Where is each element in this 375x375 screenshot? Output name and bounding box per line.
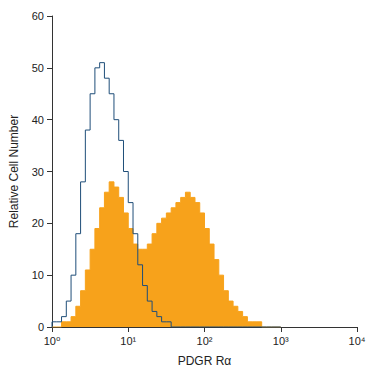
svg-text:50: 50 [32, 62, 44, 74]
svg-text:0: 0 [38, 321, 44, 333]
svg-text:10¹: 10¹ [120, 335, 136, 347]
svg-text:60: 60 [32, 10, 44, 22]
svg-text:30: 30 [32, 166, 44, 178]
svg-text:10⁰: 10⁰ [44, 335, 61, 347]
svg-text:10⁴: 10⁴ [349, 335, 366, 347]
svg-text:10³: 10³ [273, 335, 289, 347]
svg-text:40: 40 [32, 114, 44, 126]
svg-text:Relative Cell Number: Relative Cell Number [7, 115, 21, 228]
svg-text:20: 20 [32, 217, 44, 229]
svg-text:10: 10 [32, 269, 44, 281]
svg-text:PDGR Rα: PDGR Rα [178, 354, 232, 368]
svg-text:10²: 10² [197, 335, 213, 347]
